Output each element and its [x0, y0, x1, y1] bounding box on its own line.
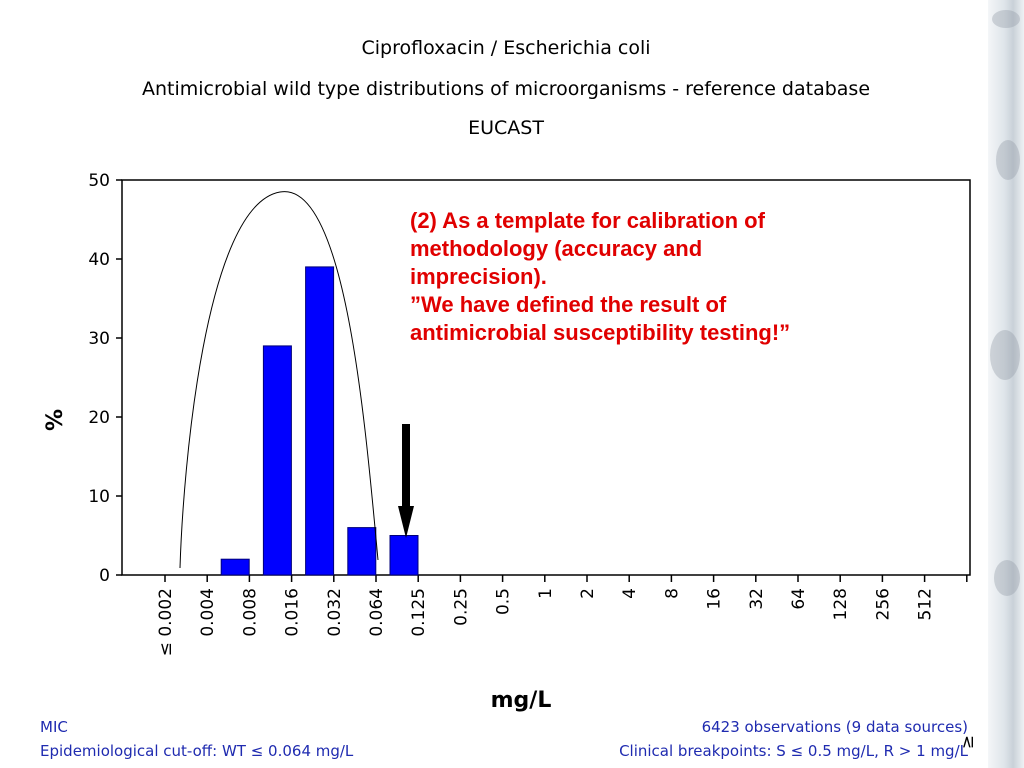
- x-tick-label: 64: [789, 588, 809, 610]
- x-tick-label: 8: [662, 588, 682, 599]
- bar: [347, 527, 377, 576]
- bar: [389, 535, 419, 576]
- x-tick-label: 0.125: [409, 588, 429, 637]
- x-tick-label: 0.004: [198, 588, 218, 637]
- down-arrow-icon: [398, 506, 414, 538]
- x-tick-label: 0.25: [451, 588, 471, 626]
- footer-ecoff: Epidemiological cut-off: WT ≤ 0.064 mg/L: [40, 742, 354, 760]
- x-tick-label: 256: [873, 588, 893, 620]
- y-axis-label: %: [43, 409, 68, 431]
- bar: [220, 558, 250, 576]
- decorative-blob: [990, 330, 1020, 380]
- x-tick-label: 0.5: [494, 588, 514, 615]
- y-tick-label: 10: [88, 487, 110, 507]
- footer-observations: 6423 observations (9 data sources): [701, 718, 968, 736]
- x-tick-label: 0.016: [283, 588, 303, 637]
- annotation-line: ”We have defined the result of: [410, 292, 727, 317]
- annotation-text: (2) As a template for calibration of met…: [410, 207, 930, 347]
- x-tick-label: 0.064: [367, 588, 387, 637]
- x-tick-label: 0.032: [325, 588, 345, 637]
- x-tick-label: 0.008: [240, 588, 260, 637]
- footer-mic-label: MIC: [40, 718, 68, 736]
- x-tick-label: 512: [916, 588, 936, 620]
- chart-subtitle: Antimicrobial wild type distributions of…: [141, 78, 871, 100]
- decorative-blob: [996, 140, 1020, 180]
- plot-frame: [121, 179, 971, 576]
- down-arrow-icon-shaft: [402, 424, 410, 506]
- decorative-blob: [992, 10, 1020, 28]
- x-tick-label: 32: [747, 588, 767, 610]
- x-tick-label: 16: [705, 588, 725, 610]
- annotation-line: (2) As a template for calibration of: [410, 208, 765, 233]
- annotation-line: antimicrobial susceptibility testing!”: [410, 320, 791, 345]
- x-tick-label: 2: [578, 588, 598, 599]
- y-tick-label: 50: [88, 171, 110, 191]
- chart-source: EUCAST: [468, 117, 544, 139]
- x-tick-label: 4: [620, 588, 640, 599]
- x-tick-label: ≤ 0.002: [156, 588, 176, 656]
- x-tick-label: 1: [536, 588, 556, 599]
- y-tick-label: 30: [88, 329, 110, 349]
- x-tick-label: 128: [831, 588, 851, 620]
- y-tick-label: 20: [88, 408, 110, 428]
- bar: [305, 266, 335, 576]
- decorative-side-band: [988, 0, 1024, 768]
- y-tick-label: 40: [88, 250, 110, 270]
- annotation-line: methodology (accuracy and: [410, 236, 703, 261]
- x-axis-label: mg/L: [491, 688, 552, 713]
- y-tick-label: 0: [99, 566, 110, 586]
- wild-type-envelope-curve: [179, 191, 379, 569]
- annotation-line: imprecision).: [410, 264, 547, 289]
- bar: [262, 345, 292, 576]
- decorative-blob: [994, 560, 1020, 596]
- x-tick-label: ≥: [958, 735, 978, 749]
- footer-breakpoints: Clinical breakpoints: S ≤ 0.5 mg/L, R > …: [619, 742, 968, 760]
- chart-title: Ciprofloxacin / Escherichia coli: [361, 37, 651, 59]
